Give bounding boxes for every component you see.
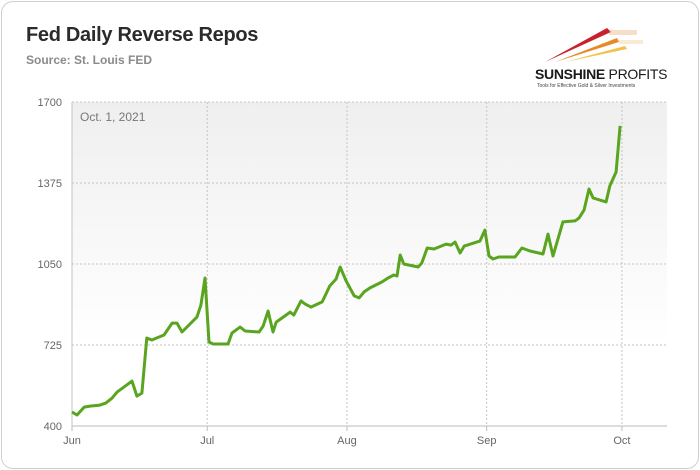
data-points: [71, 125, 621, 416]
date-annotation: Oct. 1, 2021: [80, 110, 146, 124]
logo-tagline: Tools for Effective Gold & Silver Invest…: [537, 83, 636, 89]
y-tick-label: 725: [44, 340, 62, 352]
logo-name: SUNSHINE PROFITS: [535, 66, 668, 82]
chart-title: Fed Daily Reverse Repos: [26, 24, 259, 46]
y-tick-label: 1700: [38, 97, 62, 109]
x-tick-label: Aug: [337, 435, 357, 447]
x-tick-label: Jul: [200, 435, 214, 447]
logo-rays-icon: [545, 28, 643, 62]
x-tick-label: Jun: [63, 435, 81, 447]
y-tick-label: 1375: [38, 178, 62, 190]
y-tick-label: 1050: [38, 259, 62, 271]
x-tick-label: Oct: [613, 435, 630, 447]
y-tick-label: 400: [44, 421, 62, 433]
chart-subtitle: Source: St. Louis FED: [26, 53, 153, 67]
sunshine-profits-logo: SUNSHINE PROFITS Tools for Effective Gol…: [535, 28, 670, 94]
x-tick-label: Sep: [477, 435, 497, 447]
